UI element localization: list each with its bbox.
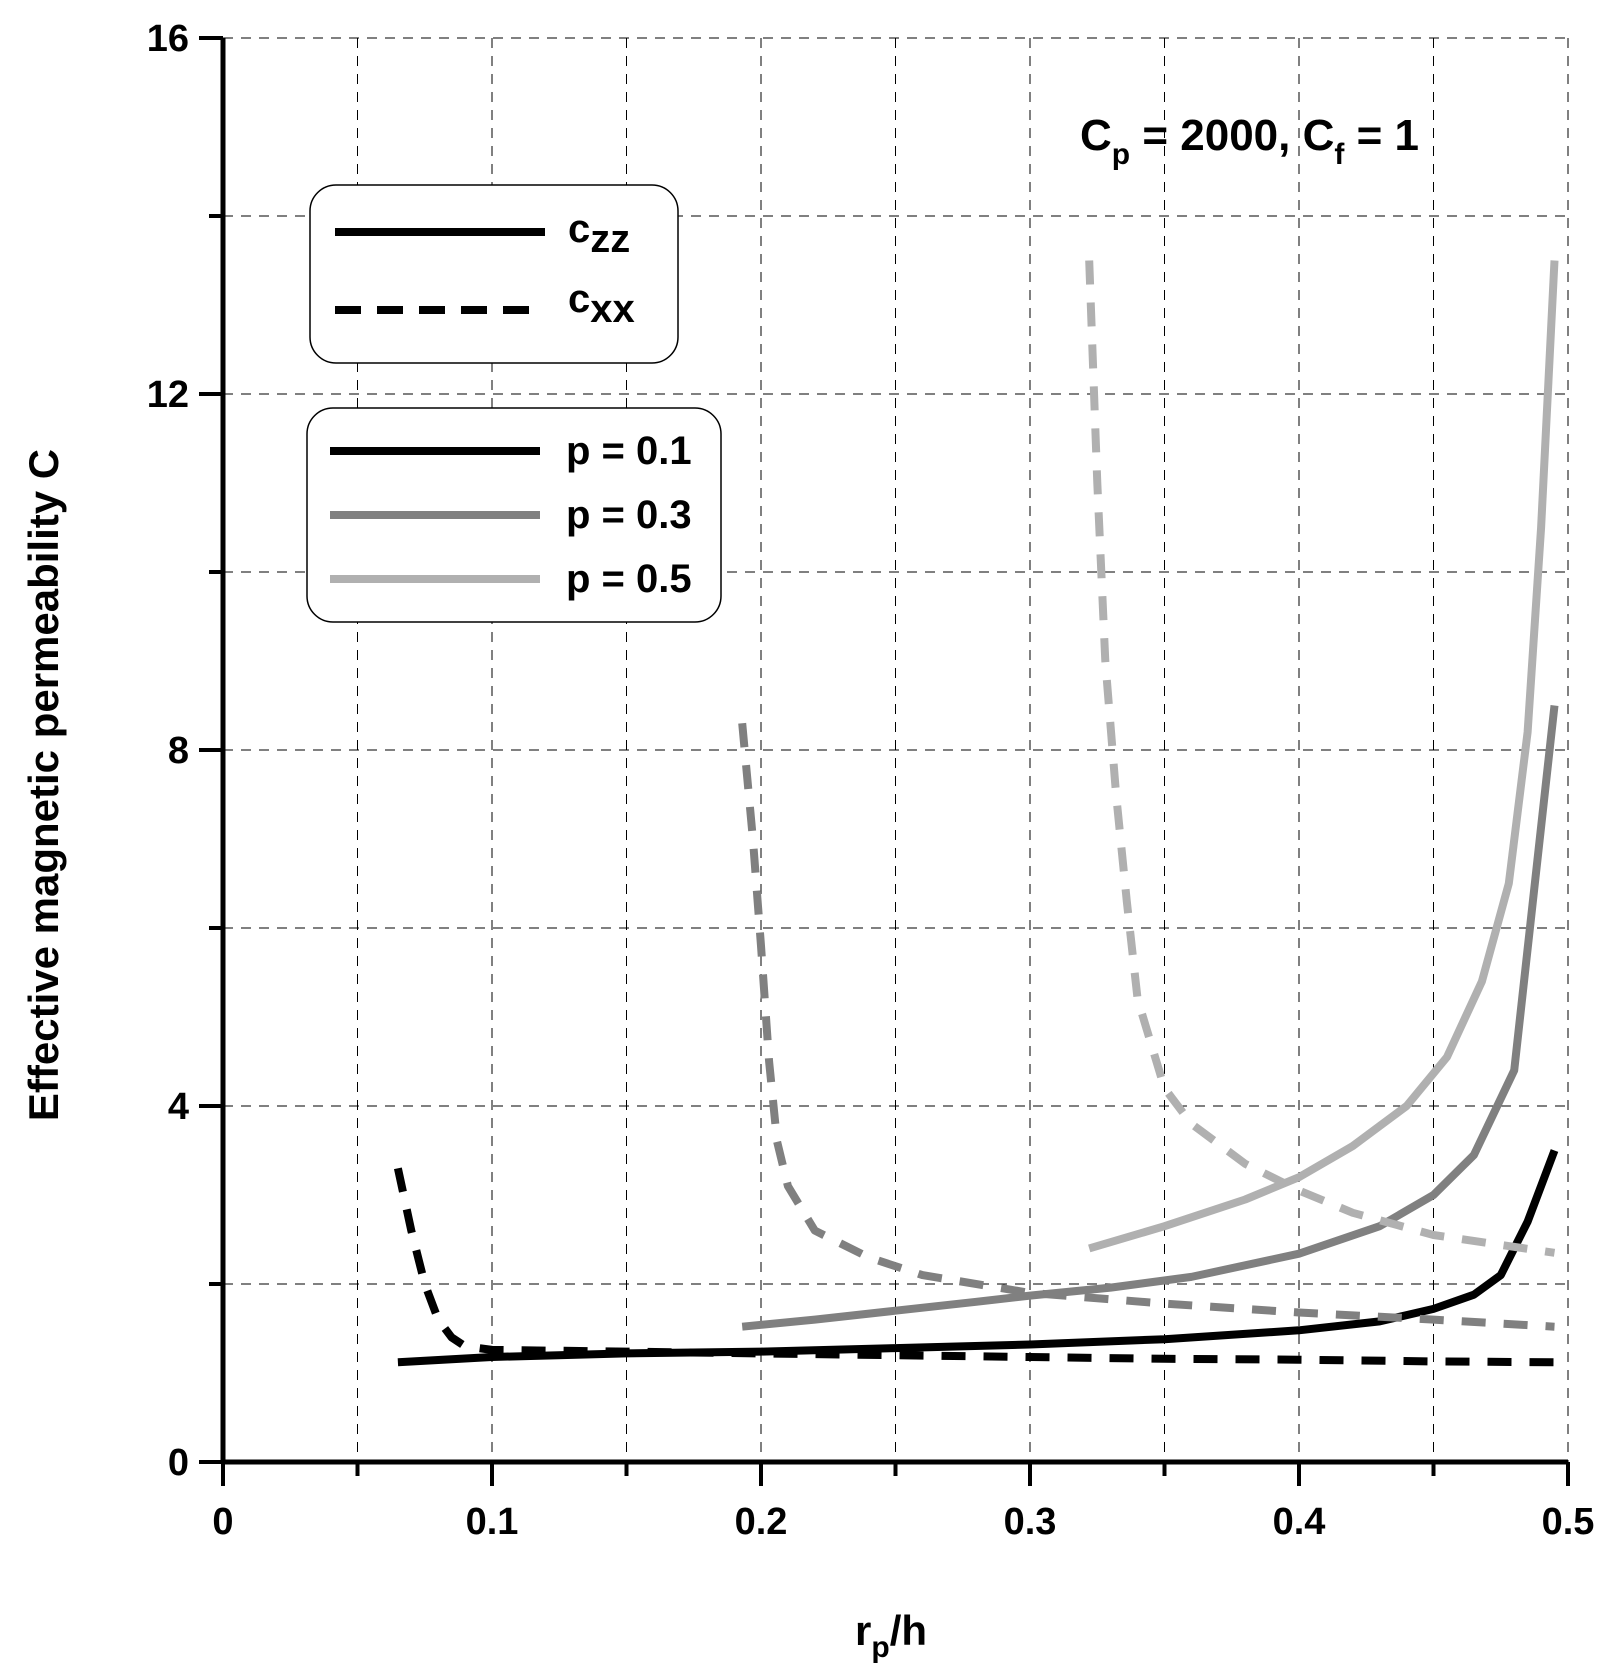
legend-style: czz cxx — [309, 184, 679, 364]
x-tick-label: 0.2 — [735, 1501, 788, 1543]
series-line-0 — [397, 1149, 1559, 1367]
x-tick-label: 0.4 — [1273, 1501, 1326, 1543]
legend-cxx-label: cxx — [568, 277, 635, 331]
series-line-4 — [1088, 260, 1559, 1253]
legend-czz-label: czz — [568, 207, 630, 261]
series-layer — [393, 260, 1559, 1367]
legend-p5-label: p = 0.5 — [566, 557, 692, 601]
y-tick-label: 0 — [168, 1442, 189, 1484]
series-line-2 — [741, 705, 1559, 1331]
series-line-3 — [738, 722, 1555, 1331]
x-tick-label: 0 — [212, 1501, 233, 1543]
legend-p1-label: p = 0.1 — [566, 429, 692, 473]
x-axis-title: rp/h — [855, 1607, 927, 1664]
legend-style-box — [309, 184, 679, 364]
y-tick-label: 4 — [168, 1086, 189, 1128]
y-tick-label: 16 — [147, 18, 189, 60]
legend-p3-label: p = 0.3 — [566, 493, 692, 537]
series-line-5 — [1085, 260, 1556, 1257]
x-tick-label: 0.3 — [1004, 1501, 1057, 1543]
x-tick-label: 0.5 — [1542, 1501, 1595, 1543]
series-line-1 — [393, 1167, 1555, 1367]
y-axis-title: Effective magnetic permeability C — [20, 449, 67, 1121]
x-tick-label: 0.1 — [466, 1501, 519, 1543]
legend-p: p = 0.1 p = 0.3 p = 0.5 — [306, 407, 722, 623]
y-tick-label: 8 — [168, 730, 189, 772]
tick-layer: 0 0.1 0.2 0.3 0.4 0.5 0 4 8 12 16 — [147, 18, 1595, 1543]
y-tick-label: 12 — [147, 374, 189, 416]
annotation: Cp = 2000, Cf = 1 — [1080, 111, 1419, 171]
